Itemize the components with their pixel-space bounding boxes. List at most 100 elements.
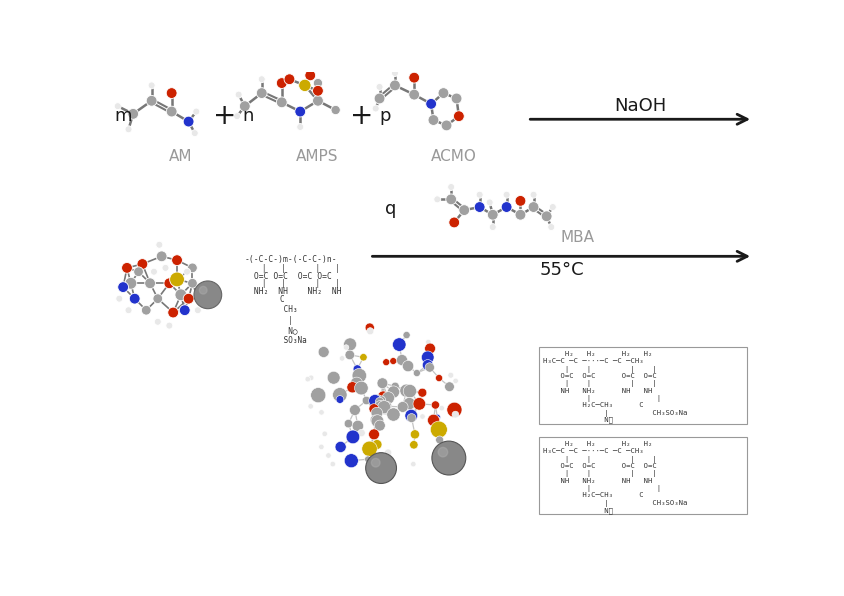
Circle shape [114, 103, 121, 110]
Circle shape [528, 201, 538, 212]
Circle shape [419, 414, 425, 419]
Text: H₃C─C ─C ─···─C ─C ─CH₃: H₃C─C ─C ─···─C ─C ─CH₃ [542, 358, 642, 364]
Circle shape [154, 318, 161, 325]
Circle shape [179, 305, 190, 316]
Circle shape [335, 442, 346, 452]
Circle shape [374, 93, 385, 104]
Circle shape [187, 278, 197, 288]
Text: |   |      |   |: | | | | [252, 264, 340, 273]
Text: |    |         |    |: | | | | [542, 366, 656, 372]
Circle shape [399, 384, 413, 397]
Circle shape [372, 105, 379, 112]
Text: -(-C-C-)m-(-C-C-)n-: -(-C-C-)m-(-C-C-)n- [245, 254, 337, 264]
Circle shape [133, 267, 143, 277]
Circle shape [156, 251, 167, 262]
Text: 55°C: 55°C [539, 261, 584, 279]
Text: p: p [379, 107, 391, 125]
Circle shape [331, 105, 340, 114]
Circle shape [191, 130, 198, 136]
Text: |    |         |    |: | | | | [542, 456, 656, 462]
Circle shape [276, 77, 287, 88]
Circle shape [376, 396, 385, 404]
Circle shape [347, 381, 358, 393]
Circle shape [194, 281, 221, 309]
Circle shape [336, 396, 344, 403]
Circle shape [258, 76, 265, 83]
Circle shape [125, 307, 132, 313]
Circle shape [529, 191, 537, 198]
Circle shape [170, 272, 184, 287]
Circle shape [408, 89, 419, 100]
Circle shape [333, 387, 347, 402]
Circle shape [547, 224, 554, 231]
Circle shape [451, 93, 462, 104]
Text: O=C O=C  O=C O=C: O=C O=C O=C O=C [248, 272, 331, 281]
Circle shape [150, 268, 157, 275]
Circle shape [448, 217, 459, 228]
Circle shape [500, 201, 511, 212]
Circle shape [549, 204, 555, 210]
Circle shape [410, 461, 415, 467]
Circle shape [192, 108, 199, 115]
Circle shape [434, 414, 440, 421]
Circle shape [403, 331, 409, 339]
Circle shape [313, 79, 322, 88]
Text: H₂C─CH₃      C: H₂C─CH₃ C [542, 492, 642, 498]
Circle shape [447, 184, 454, 191]
Circle shape [187, 263, 197, 273]
Circle shape [374, 401, 385, 411]
Circle shape [376, 83, 382, 91]
Circle shape [276, 97, 287, 108]
Circle shape [403, 398, 415, 409]
Circle shape [122, 262, 133, 273]
Circle shape [183, 293, 194, 304]
Circle shape [392, 338, 405, 351]
Circle shape [435, 374, 442, 381]
Circle shape [344, 338, 356, 351]
Circle shape [421, 351, 434, 364]
Circle shape [318, 346, 329, 358]
Circle shape [502, 191, 510, 198]
Text: |    |         |    |: | | | | [542, 380, 656, 387]
Circle shape [308, 375, 313, 380]
Circle shape [365, 453, 396, 483]
Circle shape [452, 411, 458, 418]
Circle shape [387, 408, 399, 421]
Text: NaOH: NaOH [614, 97, 666, 115]
Circle shape [422, 359, 433, 370]
Text: MBA: MBA [560, 229, 593, 244]
Circle shape [125, 277, 137, 289]
Circle shape [435, 417, 440, 422]
Circle shape [371, 407, 382, 419]
Circle shape [199, 286, 207, 294]
Circle shape [409, 440, 418, 449]
Circle shape [437, 88, 448, 98]
Circle shape [389, 80, 400, 91]
Circle shape [344, 454, 358, 468]
Circle shape [330, 461, 335, 467]
Circle shape [441, 120, 452, 131]
Text: +: + [213, 102, 236, 130]
Circle shape [144, 278, 155, 288]
Text: H₂   H₂      H₂   H₂: H₂ H₂ H₂ H₂ [542, 441, 652, 447]
Circle shape [372, 395, 382, 405]
Circle shape [430, 421, 446, 438]
Circle shape [168, 307, 178, 318]
Text: AM: AM [169, 149, 192, 164]
Circle shape [361, 441, 376, 457]
Circle shape [343, 344, 349, 350]
Circle shape [487, 209, 498, 220]
Circle shape [458, 205, 469, 216]
Circle shape [125, 126, 132, 133]
Text: |               |: | | [542, 485, 660, 492]
Circle shape [155, 241, 163, 249]
Circle shape [396, 355, 407, 365]
Circle shape [353, 365, 361, 373]
Circle shape [380, 392, 389, 401]
Circle shape [322, 431, 327, 436]
Circle shape [362, 396, 371, 405]
Circle shape [295, 106, 306, 117]
Circle shape [408, 72, 419, 83]
Circle shape [171, 254, 182, 266]
Circle shape [233, 113, 241, 120]
